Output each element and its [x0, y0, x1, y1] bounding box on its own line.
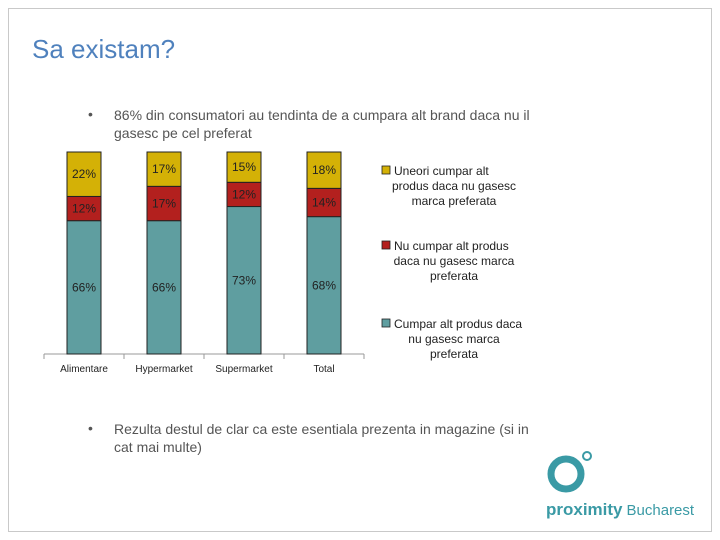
- data-label: 18%: [312, 163, 336, 177]
- bar-segment: [306, 216, 342, 355]
- legend-label: nu gasesc marca: [408, 332, 500, 346]
- legend-label: preferata: [430, 347, 478, 361]
- data-label: 17%: [152, 197, 176, 211]
- x-tick-label: Total: [313, 364, 334, 375]
- legend-label: Nu cumpar alt produs: [394, 239, 509, 253]
- bar-segment: [146, 220, 182, 355]
- bar-segment: [306, 151, 342, 189]
- bullet-text-2: Rezulta destul de clar ca este esentiala…: [114, 420, 529, 456]
- proximity-logo-icon: [547, 451, 592, 493]
- legend-label: Cumpar alt produs daca: [394, 317, 522, 331]
- logo-brand: proximity: [546, 500, 623, 519]
- bar-segment: [226, 151, 262, 183]
- legend-label: produs daca nu gasesc: [392, 179, 516, 193]
- bullet-marker: •: [88, 106, 93, 122]
- bar-segment: [226, 181, 262, 208]
- legend-label: daca nu gasesc marca: [394, 254, 515, 268]
- data-label: 15%: [232, 160, 256, 174]
- x-tick-label: Hypermarket: [135, 364, 192, 375]
- data-label: 14%: [312, 196, 336, 210]
- bullet-text-1-line1: 86% din consumatori au tendinta de a cum…: [114, 107, 530, 123]
- legend-label: Uneori cumpar alt: [394, 164, 489, 178]
- bar-segment: [226, 206, 262, 355]
- bullet-text-1: 86% din consumatori au tendinta de a cum…: [114, 106, 530, 142]
- bar-segment: [66, 151, 102, 197]
- data-label: 68%: [312, 278, 336, 292]
- slide-frame: [8, 8, 712, 532]
- data-label: 22%: [72, 167, 96, 181]
- bar-segment: [146, 185, 182, 222]
- bullet-marker: •: [88, 420, 93, 436]
- page-title: Sa existam?: [32, 34, 176, 64]
- bar-segment: [66, 220, 102, 355]
- data-label: 66%: [72, 280, 96, 294]
- data-label: 17%: [152, 162, 176, 176]
- legend-label: marca preferata: [412, 194, 497, 208]
- legend-swatch: [381, 318, 391, 328]
- x-tick-label: Alimentare: [60, 364, 108, 375]
- data-label: 12%: [232, 187, 256, 201]
- legend-swatch: [381, 165, 391, 175]
- legend-swatch: [381, 240, 391, 250]
- legend-label: preferata: [430, 269, 478, 283]
- logo-text: proximity Bucharest: [546, 500, 694, 520]
- data-label: 73%: [232, 273, 256, 287]
- data-label: 12%: [72, 202, 96, 216]
- bullet-text-2-line2: cat mai multe): [114, 439, 202, 455]
- bullet-text-1-line2: gasesc pe cel preferat: [114, 125, 252, 141]
- bar-segment: [66, 195, 102, 222]
- logo-city: Bucharest: [626, 502, 695, 519]
- x-tick-label: Supermarket: [215, 364, 272, 375]
- bullet-text-2-line1: Rezulta destul de clar ca este esentiala…: [114, 421, 529, 437]
- bar-segment: [146, 151, 182, 187]
- data-label: 66%: [152, 280, 176, 294]
